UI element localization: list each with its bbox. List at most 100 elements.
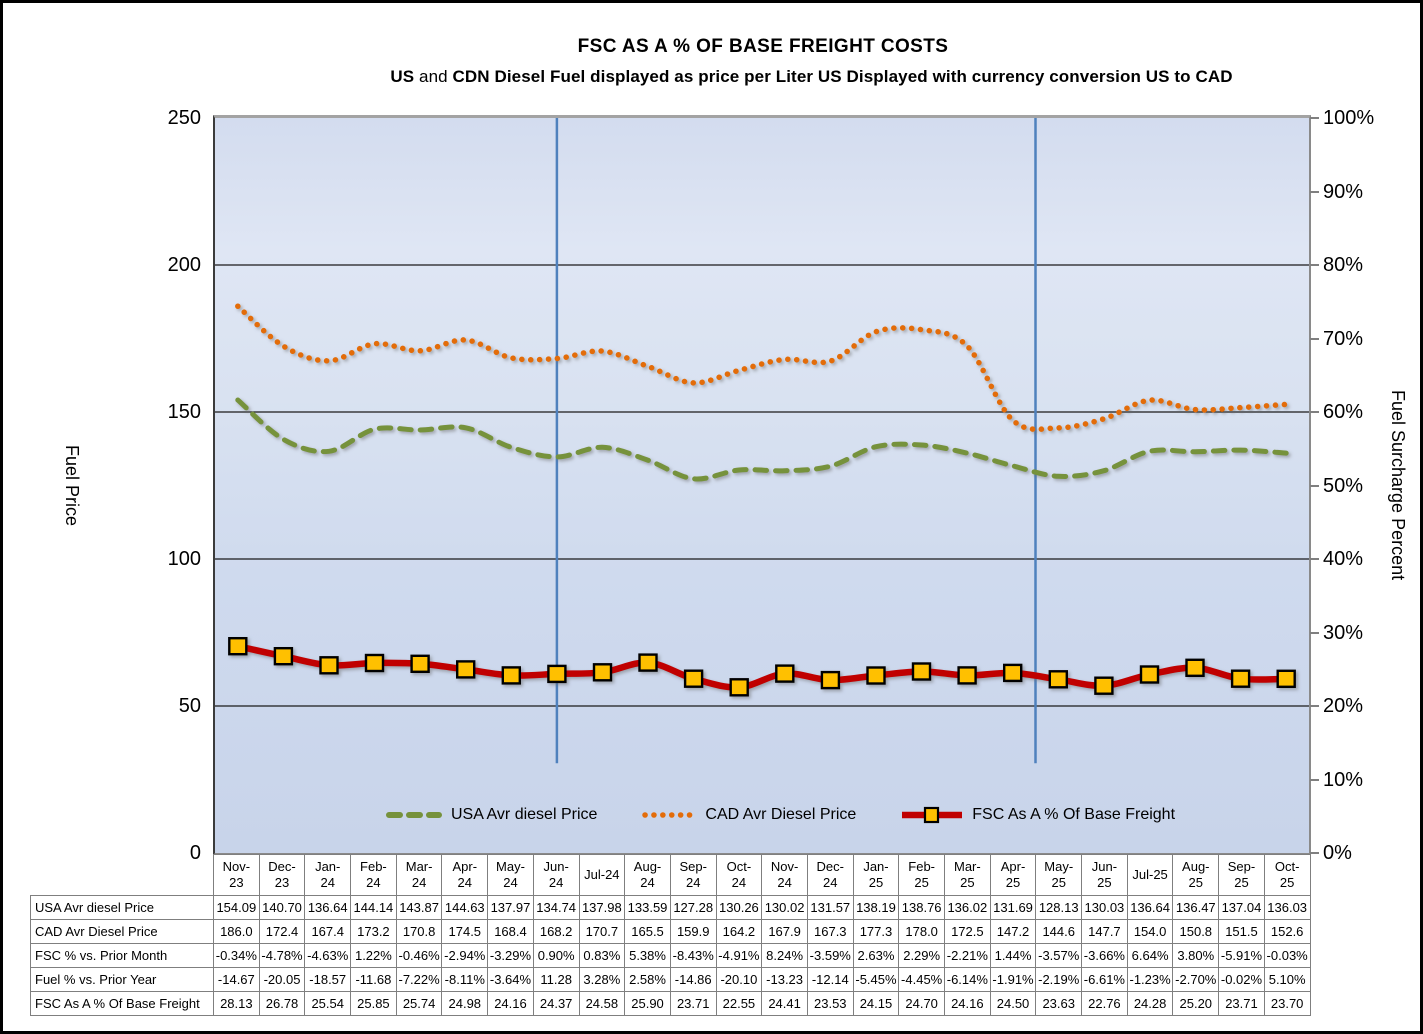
value-cell: 25.74 [395, 991, 443, 1016]
value-cell: 150.8 [1172, 919, 1220, 944]
value-cell: -8.11% [441, 967, 489, 992]
square-marker [729, 678, 749, 697]
value-cell: -14.67 [213, 967, 260, 992]
chart-canvas [215, 118, 1309, 764]
square-marker [866, 666, 886, 685]
value-cell: -4.91% [715, 943, 763, 968]
value-cell: 130.02 [761, 895, 808, 920]
square-marker [820, 670, 841, 690]
value-cell: 174.5 [441, 919, 489, 944]
month-header-cell: Sep- 25 [1218, 854, 1265, 896]
value-cell: 1.44% [989, 943, 1037, 968]
value-cell: -5.45% [852, 967, 900, 992]
subtitle-part-3: CDN Diesel Fuel displayed as price per L… [452, 67, 1233, 86]
left-axis-tick-label: 100 [167, 548, 201, 570]
right-axis-tick-mark [1310, 852, 1319, 854]
value-cell: -8.43% [669, 943, 717, 968]
series-dashed-line [235, 397, 1289, 482]
value-cell: -0.34% [213, 943, 260, 968]
legend-item: CAD Avr Diesel Price [641, 806, 856, 824]
value-cell: 24.37 [532, 991, 580, 1016]
square-marker [1230, 669, 1251, 688]
value-cell: 154.0 [1126, 919, 1174, 944]
legend-line-marker-swatch [902, 806, 963, 824]
table-row: Fuel % vs. Prior Year -14.67 -20.05 -18.57-… [30, 967, 1311, 992]
square-marker [410, 654, 430, 673]
square-marker [1094, 676, 1114, 695]
square-marker [1048, 670, 1068, 689]
value-cell: -20.10 [715, 967, 763, 992]
value-cell: 1.22% [350, 943, 397, 968]
value-cell: 8.24% [761, 943, 808, 968]
value-cell: -0.02% [1218, 967, 1265, 992]
value-cell: 167.9 [761, 919, 808, 944]
value-cell: 167.4 [304, 919, 352, 944]
square-marker [455, 660, 476, 679]
legend-label: FSC As A % Of Base Freight [972, 806, 1176, 823]
table-row: FSC % vs. Prior Month -0.34% -4.78% -4.63% 1… [30, 943, 1311, 968]
value-cell: 159.9 [669, 919, 717, 944]
value-cell: -4.63% [304, 943, 352, 968]
value-cell: 24.70 [898, 991, 945, 1016]
chart-subtitle: US and CDN Diesel Fuel displayed as pric… [203, 67, 1420, 87]
square-marker [592, 663, 613, 682]
value-cell: 138.76 [898, 895, 945, 920]
right-axis-tick-mark [1310, 558, 1319, 560]
row-label-cell: FSC As A % Of Base Freight [30, 991, 214, 1016]
right-axis-tick-label: 10% [1323, 769, 1364, 791]
value-cell: -2.19% [1035, 967, 1083, 992]
value-cell: 138.19 [852, 895, 900, 920]
subtitle-part-1: US [390, 67, 420, 86]
square-marker [501, 666, 521, 685]
value-cell: 173.2 [350, 919, 397, 944]
left-axis-tick-label: 200 [167, 254, 201, 276]
value-cell: 147.7 [1081, 919, 1128, 944]
month-header-cell: Oct- 25 [1263, 854, 1311, 896]
row-label-cell: Fuel % vs. Prior Year [30, 967, 214, 992]
value-cell: -11.68 [350, 967, 397, 992]
right-axis-title: Fuel Surcharge Percent [1388, 390, 1408, 581]
subtitle-part-2: and [419, 67, 453, 86]
value-cell: 24.15 [852, 991, 900, 1016]
square-marker [1276, 669, 1296, 688]
value-cell: -6.14% [944, 967, 991, 992]
month-header-cell: May- 25 [1035, 854, 1083, 896]
right-axis-tick-label: 90% [1323, 181, 1364, 203]
value-cell: 137.04 [1218, 895, 1265, 920]
chart-title: FSC AS A % OF BASE FREIGHT COSTS [577, 36, 949, 57]
value-cell: -5.91% [1218, 943, 1265, 968]
right-axis-tick-label: 80% [1323, 254, 1364, 276]
value-cell: 144.6 [1035, 919, 1083, 944]
left-axis-tick-label: 250 [167, 107, 201, 129]
value-cell: 172.4 [258, 919, 306, 944]
value-cell: 6.64% [1126, 943, 1174, 968]
value-cell: -2.21% [944, 943, 991, 968]
month-header-cell: Nov- 23 [213, 854, 260, 896]
value-cell: 154.09 [213, 895, 260, 920]
value-cell: 130.26 [715, 895, 763, 920]
data-table: Nov- 23 Dec- 23 Jan- 24 Feb- 24 Mar- 24 Apr- 24 May-… [30, 854, 1311, 1016]
value-cell: -3.59% [806, 943, 854, 968]
value-cell: 140.70 [258, 895, 306, 920]
value-cell: 130.03 [1081, 895, 1128, 920]
value-cell: 165.5 [624, 919, 671, 944]
value-cell: -20.05 [258, 967, 306, 992]
value-cell: 24.41 [761, 991, 808, 1016]
right-axis-tick-label: 0% [1323, 842, 1352, 864]
table-header-row: Nov- 23 Dec- 23 Jan- 24 Feb- 24 Mar- 24 Apr- 24 May-… [31, 854, 1311, 896]
left-axis-tick-label: 150 [167, 401, 201, 423]
square-marker [364, 653, 385, 673]
value-cell: 136.64 [304, 895, 352, 920]
right-axis-tick-mark [1310, 632, 1319, 634]
value-cell: 28.13 [213, 991, 260, 1016]
right-axis-tick-label: 30% [1323, 622, 1364, 644]
value-cell: -1.91% [989, 967, 1037, 992]
value-cell: 25.90 [624, 991, 671, 1016]
value-cell: 25.85 [350, 991, 397, 1016]
month-header-cell: Dec- 23 [258, 854, 306, 896]
month-header-cell: Jun- 25 [1081, 854, 1128, 896]
value-cell: -1.23% [1126, 967, 1174, 992]
month-header-cell: Nov- 24 [761, 854, 808, 896]
value-cell: 3.80% [1172, 943, 1220, 968]
